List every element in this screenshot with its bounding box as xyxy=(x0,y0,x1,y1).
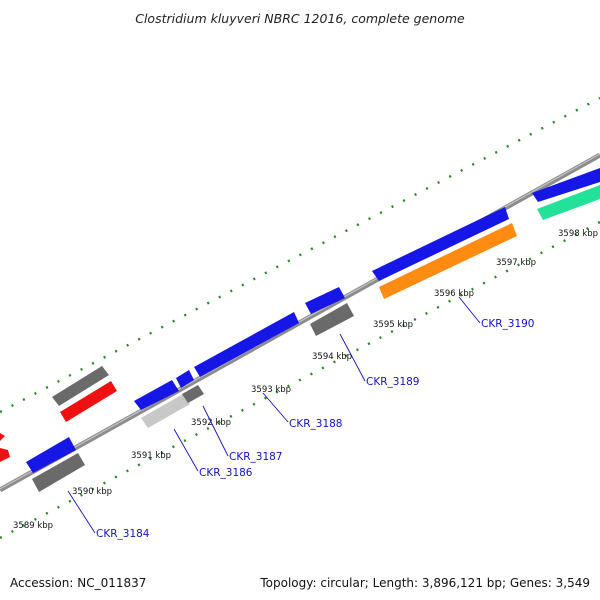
gene-label-ckr-3188[interactable]: CKR_3188 xyxy=(289,418,342,430)
leader-line xyxy=(67,490,96,534)
gene-feature[interactable] xyxy=(537,185,600,220)
gene-feature[interactable] xyxy=(305,287,345,314)
genome-summary-text: Topology: circular; Length: 3,896,121 bp… xyxy=(259,576,590,590)
ruler-label: 3595 kbp xyxy=(373,320,413,330)
gene-feature[interactable] xyxy=(26,437,76,473)
gene-label-ckr-3186[interactable]: CKR_3186 xyxy=(199,467,253,479)
gene-feature[interactable] xyxy=(182,385,204,403)
gene-feature[interactable] xyxy=(0,433,5,441)
ruler-label: 3594 kbp xyxy=(312,352,352,362)
leader-line xyxy=(339,333,366,382)
gene-feature[interactable] xyxy=(52,366,109,406)
upper-strand-features xyxy=(0,168,600,462)
leader-line xyxy=(202,405,229,457)
gene-feature[interactable] xyxy=(134,380,179,410)
map-title: Clostridium kluyveri NBRC 12016, complet… xyxy=(135,11,465,26)
leader-line xyxy=(262,392,289,423)
gene-feature[interactable] xyxy=(141,394,190,428)
inner-tick-track xyxy=(0,220,600,540)
gene-label-ckr-3187[interactable]: CKR_3187 xyxy=(229,451,282,463)
ruler-label: 3591 kbp xyxy=(131,451,171,461)
gene-feature[interactable] xyxy=(379,223,517,299)
gene-labels: CKR_3184 CKR_3186 CKR_3187 CKR_3188 CKR_… xyxy=(96,318,534,540)
ruler-label: 3593 kbp xyxy=(251,385,291,395)
gene-feature[interactable] xyxy=(310,303,354,336)
gene-label-ckr-3190[interactable]: CKR_3190 xyxy=(481,318,534,330)
ruler-label: 3598 kbp xyxy=(558,229,598,239)
outer-tick-track xyxy=(0,96,600,414)
gene-feature[interactable] xyxy=(176,370,194,388)
leader-line xyxy=(173,428,199,472)
ruler-label: 3596 kbp xyxy=(434,289,474,299)
label-leader-lines xyxy=(67,296,481,534)
gene-feature[interactable] xyxy=(532,168,600,202)
ruler-label: 3589 kbp xyxy=(13,521,53,531)
gene-feature[interactable] xyxy=(32,453,85,492)
gene-feature[interactable] xyxy=(0,448,10,462)
gene-feature[interactable] xyxy=(60,381,117,422)
leader-line xyxy=(458,296,481,324)
accession-text: Accession: NC_011837 xyxy=(10,576,146,590)
gene-feature[interactable] xyxy=(372,207,509,281)
gene-label-ckr-3184[interactable]: CKR_3184 xyxy=(96,528,150,540)
lower-strand-features xyxy=(26,437,85,492)
gene-feature[interactable] xyxy=(194,312,299,377)
ruler-label: 3590 kbp xyxy=(72,487,112,497)
gene-label-ckr-3189[interactable]: CKR_3189 xyxy=(366,376,419,388)
ruler-label: 3597 kbp xyxy=(496,258,536,268)
